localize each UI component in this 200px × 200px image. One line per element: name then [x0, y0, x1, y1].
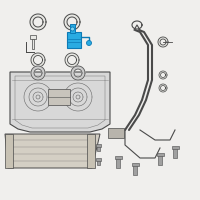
Bar — [96, 144, 101, 147]
Bar — [132, 163, 138, 166]
Polygon shape — [31, 53, 45, 67]
Bar — [30, 35, 36, 39]
Bar — [87, 134, 95, 168]
Polygon shape — [30, 14, 46, 30]
Polygon shape — [65, 53, 79, 67]
Bar — [5, 134, 13, 168]
Circle shape — [86, 40, 92, 46]
Bar — [158, 155, 162, 165]
Bar — [96, 158, 101, 161]
Bar — [172, 146, 179, 149]
Bar — [116, 158, 120, 168]
Polygon shape — [64, 14, 80, 30]
Bar — [70, 24, 75, 33]
Polygon shape — [159, 71, 167, 79]
Polygon shape — [71, 66, 85, 80]
Polygon shape — [5, 134, 100, 168]
Bar — [156, 153, 164, 156]
Bar — [114, 156, 122, 159]
Bar — [48, 89, 70, 105]
Circle shape — [70, 27, 74, 31]
Polygon shape — [158, 37, 168, 47]
Bar — [108, 128, 124, 138]
Bar — [133, 165, 137, 175]
Polygon shape — [159, 84, 167, 92]
Bar — [67, 32, 81, 48]
Bar — [97, 145, 100, 151]
Polygon shape — [31, 66, 45, 80]
Bar — [173, 148, 177, 158]
Polygon shape — [10, 72, 110, 132]
Bar — [97, 159, 100, 165]
Bar — [32, 39, 34, 49]
